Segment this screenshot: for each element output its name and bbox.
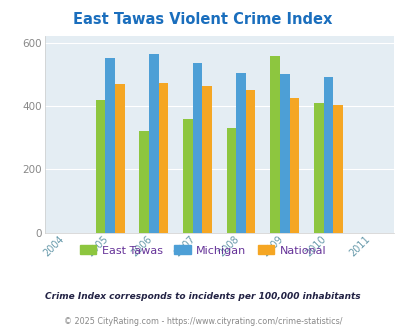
Bar <box>333 105 342 233</box>
Bar <box>236 73 245 233</box>
Bar <box>115 84 124 233</box>
Bar <box>279 74 289 233</box>
Legend: East Tawas, Michigan, National: East Tawas, Michigan, National <box>75 241 330 260</box>
Bar <box>149 54 158 233</box>
Bar <box>289 98 298 233</box>
Bar <box>270 56 279 233</box>
Text: © 2025 CityRating.com - https://www.cityrating.com/crime-statistics/: © 2025 CityRating.com - https://www.city… <box>64 317 341 326</box>
Bar <box>313 103 323 233</box>
Bar <box>105 58 115 233</box>
Bar <box>96 100 105 233</box>
Bar <box>192 63 202 233</box>
Bar <box>202 86 211 233</box>
Bar <box>139 131 149 233</box>
Bar <box>158 83 168 233</box>
Bar <box>245 89 255 233</box>
Bar <box>323 78 333 233</box>
Bar <box>226 128 236 233</box>
Bar <box>183 119 192 233</box>
Text: East Tawas Violent Crime Index: East Tawas Violent Crime Index <box>73 12 332 26</box>
Text: Crime Index corresponds to incidents per 100,000 inhabitants: Crime Index corresponds to incidents per… <box>45 292 360 301</box>
